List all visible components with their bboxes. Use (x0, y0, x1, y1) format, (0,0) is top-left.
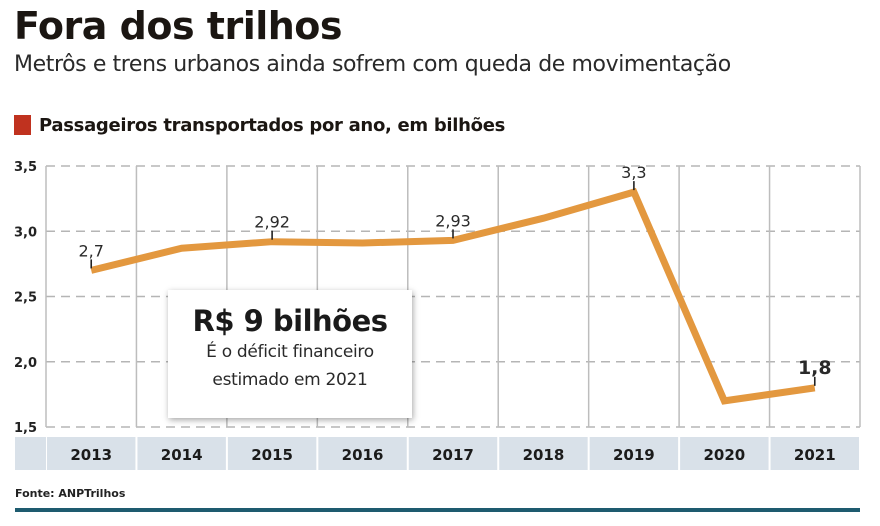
page-subtitle: Metrôs e trens urbanos ainda sofrem com … (14, 52, 731, 77)
x-band-spacer (15, 437, 46, 470)
x-tick-label: 2018 (523, 446, 565, 464)
x-tick-label: 2016 (342, 446, 384, 464)
bottom-rule (15, 508, 860, 512)
y-axis: 1,5 2,0 2,5 3,0 3,5 (14, 160, 37, 436)
x-tick-label: 2013 (70, 446, 112, 464)
y-tick-label: 2,5 (14, 291, 37, 306)
x-band-cell (589, 437, 679, 470)
chart-heading: Passageiros transportados por ano, em bi… (14, 112, 505, 138)
heading-marker-icon (14, 115, 31, 135)
deficit-callout: R$ 9 bilhões É o déficit financeiro esti… (168, 290, 412, 418)
x-band-cell (680, 437, 769, 470)
data-labels: 2,7 2,92 2,93 3,3 1,8 (78, 163, 832, 386)
callout-line-2: estimado em 2021 (212, 370, 368, 390)
data-label: 2,7 (78, 241, 103, 260)
x-band-cell (318, 437, 407, 470)
source-note: Fonte: ANPTrilhos (15, 487, 126, 500)
callout-headline: R$ 9 bilhões (192, 304, 388, 338)
x-band-cell (770, 437, 859, 470)
y-tick-label: 2,0 (14, 356, 37, 371)
y-tick-label: 1,5 (14, 421, 37, 436)
data-label: 1,8 (798, 357, 832, 379)
y-tick-label: 3,5 (14, 160, 37, 175)
x-tick-label: 2021 (794, 446, 836, 464)
x-axis-band: 2013 2014 2015 2016 2017 2018 2019 2020 2021 (15, 437, 859, 470)
chart-series (90, 187, 816, 405)
x-tick-label: 2017 (432, 446, 474, 464)
chart-heading-text: Passageiros transportados por ano, em bi… (39, 114, 506, 136)
y-tick-label: 3,0 (14, 225, 37, 240)
x-tick-label: 2020 (703, 446, 745, 464)
page-title: Fora dos trilhos (14, 4, 343, 48)
x-band-cell (227, 437, 317, 470)
x-band-cell (137, 437, 226, 470)
x-band-cell (408, 437, 498, 470)
x-tick-label: 2015 (251, 446, 293, 464)
x-tick-label: 2019 (613, 446, 655, 464)
callout-line-1: É o déficit financeiro (206, 342, 374, 362)
data-label: 2,93 (435, 211, 471, 230)
data-label: 2,92 (254, 213, 290, 232)
x-band-cell (499, 437, 588, 470)
data-label: 3,3 (621, 163, 646, 182)
x-tick-label: 2014 (161, 446, 203, 464)
x-band-cell (47, 437, 136, 470)
